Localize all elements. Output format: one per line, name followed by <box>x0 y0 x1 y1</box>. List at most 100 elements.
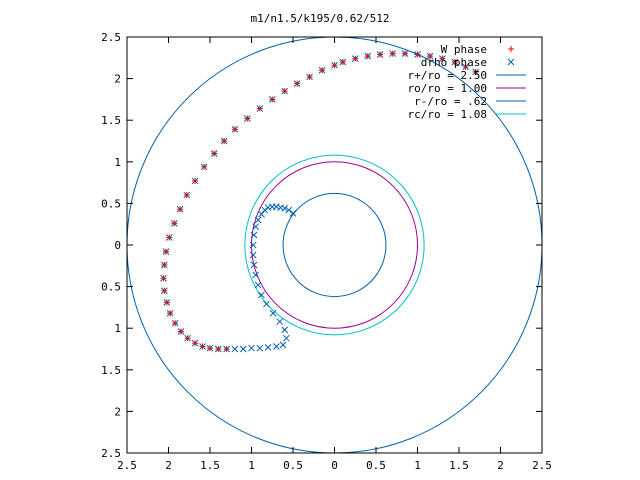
data-point <box>281 205 289 212</box>
x-tick-label: 1 <box>248 459 255 472</box>
data-point <box>163 248 170 255</box>
y-tick-label: 2 <box>114 405 121 418</box>
legend-marker <box>507 58 515 66</box>
data-point <box>161 261 168 268</box>
circle-2 <box>282 192 387 298</box>
y-tick-label: 0 <box>114 239 121 252</box>
data-point <box>269 309 277 317</box>
data-point <box>283 334 290 342</box>
y-tick-label: 1 <box>114 322 121 335</box>
x-tick-label: 1.5 <box>200 459 220 472</box>
y-tick-label: 1.5 <box>101 364 121 377</box>
data-point <box>339 58 346 65</box>
data-point <box>201 163 208 170</box>
x-tick-label: 2.5 <box>117 459 137 472</box>
legend-label: W phase <box>441 43 487 56</box>
data-point <box>451 58 458 65</box>
series-w-phase <box>160 50 479 352</box>
data-point <box>258 210 265 218</box>
data-point <box>166 234 173 241</box>
y-tick-label: 2 <box>114 73 121 86</box>
data-point <box>389 50 396 57</box>
data-point <box>250 261 258 269</box>
circle-1 <box>251 161 418 329</box>
data-point <box>160 275 167 282</box>
data-point <box>263 300 270 308</box>
y-tick-label: 0.5 <box>101 281 121 294</box>
data-point <box>172 320 179 327</box>
data-point <box>306 73 313 80</box>
legend-label: rc/ro = 1.08 <box>408 108 487 121</box>
x-tick-label: 1 <box>414 459 421 472</box>
data-point <box>221 138 228 144</box>
data-point <box>294 80 301 87</box>
x-tick-label: 0.5 <box>283 459 303 472</box>
data-point <box>256 344 264 352</box>
data-point <box>273 343 280 350</box>
data-point <box>252 223 260 231</box>
data-point <box>352 55 359 62</box>
x-tick-label: 1.5 <box>449 459 469 472</box>
data-point <box>277 204 284 211</box>
data-point <box>414 51 421 58</box>
y-tick-label: 2.5 <box>101 447 121 460</box>
data-point <box>211 150 218 157</box>
data-point <box>462 63 469 70</box>
legend-label: r-/ro = .62 <box>414 95 487 108</box>
data-point <box>364 53 371 60</box>
data-point <box>273 203 280 211</box>
data-point <box>161 287 168 294</box>
y-tick-label: 1.5 <box>101 114 121 127</box>
data-point <box>281 88 288 95</box>
data-point <box>249 251 257 259</box>
legend-label: ro/ro = 1.00 <box>408 82 487 95</box>
data-point <box>254 281 262 289</box>
x-tick-label: 0.5 <box>366 459 386 472</box>
data-point <box>250 231 258 239</box>
legend-label: r+/ro = 2.50 <box>408 69 487 82</box>
data-point <box>199 343 206 350</box>
data-point <box>184 335 191 342</box>
data-point <box>252 271 260 279</box>
data-point <box>239 345 247 353</box>
data-point <box>258 291 265 299</box>
data-point <box>249 241 257 249</box>
data-point <box>163 299 170 306</box>
data-point <box>402 50 409 57</box>
x-tick-label: 2.5 <box>532 459 552 472</box>
y-tick-label: 0.5 <box>101 197 121 210</box>
data-point <box>285 206 293 214</box>
data-point <box>279 341 287 349</box>
data-point <box>223 346 230 352</box>
data-point <box>177 328 184 335</box>
x-tick-label: 2 <box>165 459 172 472</box>
data-point <box>183 192 190 199</box>
circle-3 <box>244 154 425 336</box>
data-point <box>231 126 238 133</box>
data-point <box>192 340 199 347</box>
data-point <box>439 55 446 62</box>
data-point <box>256 105 263 112</box>
y-tick-label: 2.5 <box>101 31 121 44</box>
data-point <box>254 216 262 224</box>
data-point <box>426 53 433 60</box>
legend-label: drho phase <box>421 56 487 69</box>
data-point <box>231 345 239 353</box>
data-point <box>472 68 479 75</box>
data-point <box>261 206 269 214</box>
data-point <box>207 345 213 352</box>
x-tick-label: 0 <box>331 459 338 472</box>
data-point <box>289 210 297 217</box>
data-point <box>269 96 276 103</box>
data-point <box>215 346 222 352</box>
data-point <box>171 220 178 227</box>
data-point <box>177 206 184 213</box>
data-point <box>244 115 251 122</box>
data-point <box>276 318 284 325</box>
data-point <box>192 177 199 184</box>
data-point <box>264 204 272 211</box>
data-point <box>319 67 326 74</box>
data-point <box>264 343 272 351</box>
